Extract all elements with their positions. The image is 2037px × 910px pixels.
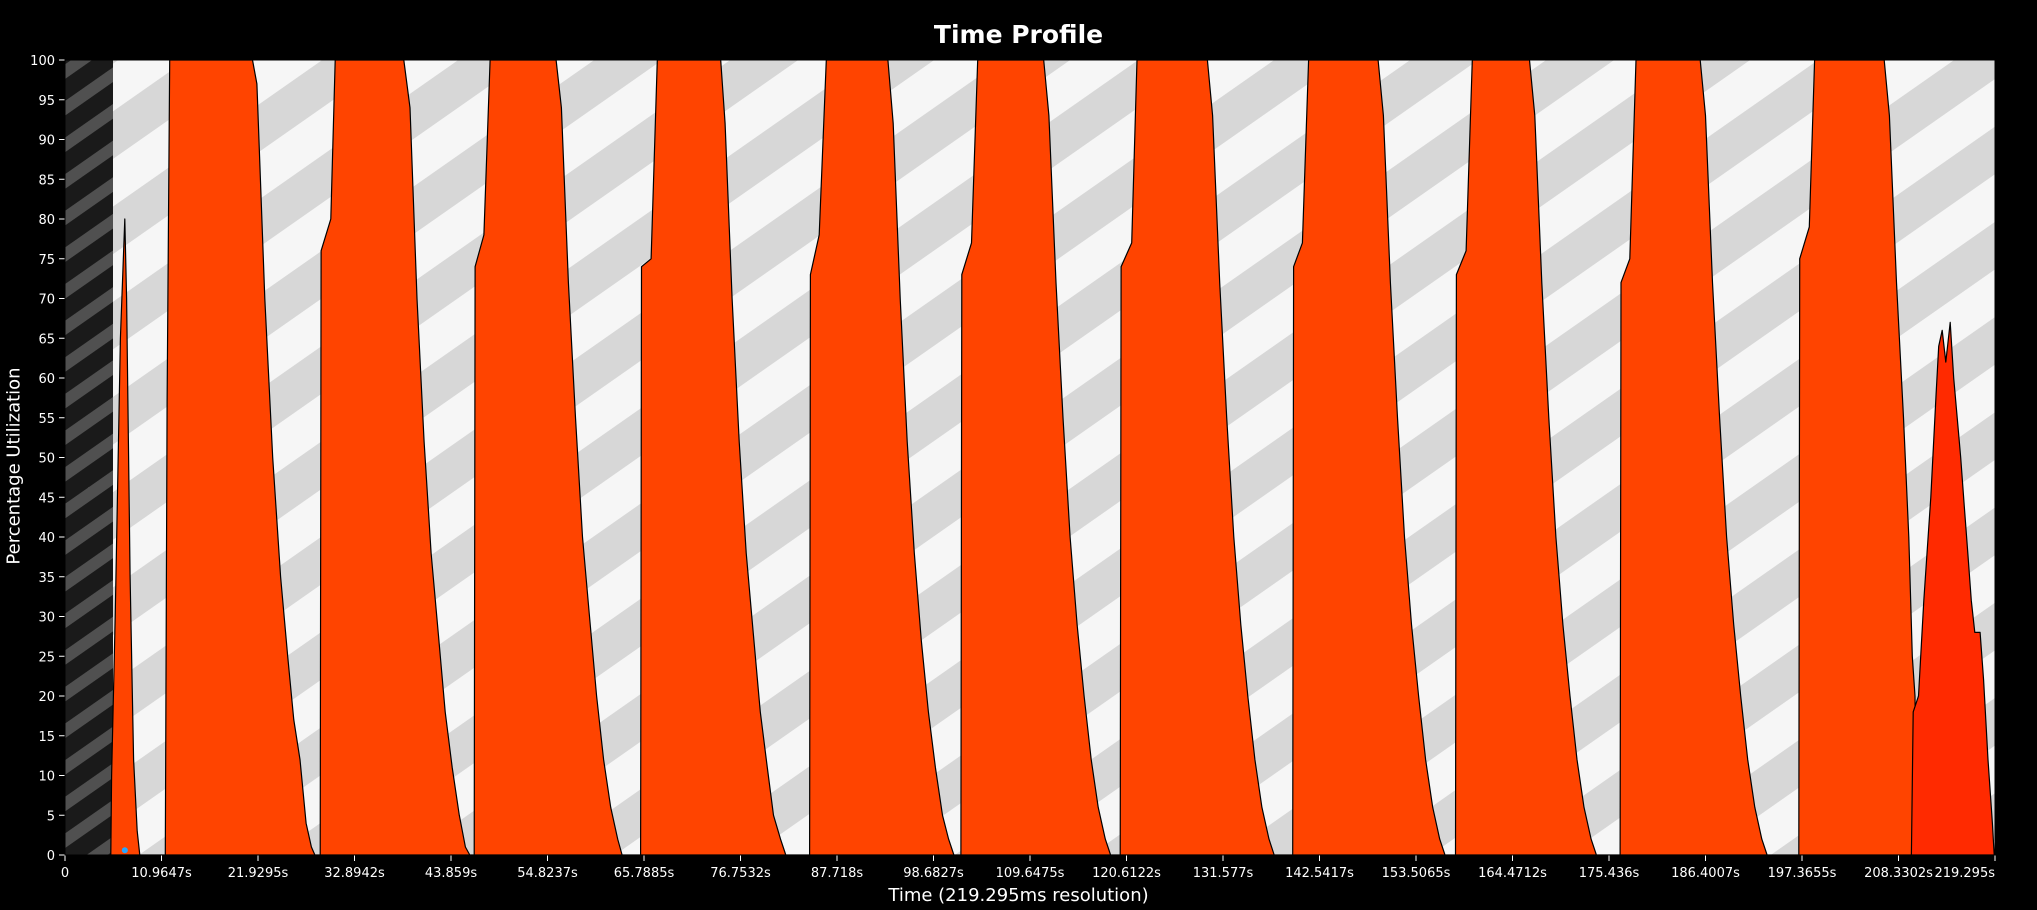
x-tick-label: 98.6827s [903, 866, 964, 881]
x-tick-label: 54.8237s [517, 866, 578, 881]
x-tick-label: 10.9647s [131, 866, 192, 881]
y-tick-label: 20 [38, 690, 55, 705]
x-tick-label: 175.436s [1579, 866, 1640, 881]
x-tick-label: 21.9295s [228, 866, 289, 881]
x-tick-label: 142.5417s [1285, 866, 1354, 881]
utilization-area-series-2 [1910, 321, 1995, 856]
y-tick-label: 60 [38, 372, 55, 387]
event-marker [121, 847, 128, 854]
y-tick-label: 40 [38, 531, 55, 546]
x-tick-label: 32.8942s [324, 866, 385, 881]
y-tick-label: 100 [30, 54, 55, 69]
utilization-area-series-1 [110, 59, 1918, 856]
y-tick-label: 50 [38, 452, 55, 467]
x-tick-label: 120.6122s [1092, 866, 1161, 881]
y-tick-label: 70 [38, 293, 55, 308]
x-tick-label: 87.718s [811, 866, 863, 881]
chart-title: Time Profile [933, 20, 1104, 49]
y-tick-label: 55 [38, 412, 55, 427]
y-tick-label: 0 [47, 849, 55, 864]
x-tick-label: 153.5065s [1382, 866, 1451, 881]
y-tick-label: 95 [38, 94, 55, 109]
x-tick-label: 76.7532s [710, 866, 771, 881]
x-tick-label: 219.295s [1934, 866, 1995, 881]
y-tick-label: 65 [38, 332, 55, 347]
y-tick-label: 80 [38, 213, 55, 228]
y-tick-label: 35 [38, 571, 55, 586]
y-tick-label: 85 [38, 173, 55, 188]
x-tick-label: 164.4712s [1478, 866, 1547, 881]
x-axis-label: Time (219.295ms resolution) [888, 885, 1149, 906]
y-tick-label: 10 [38, 770, 55, 785]
y-tick-label: 5 [47, 809, 55, 824]
plot-frame [64, 59, 1996, 856]
x-tick-label: 131.577s [1193, 866, 1254, 881]
x-tick-label: 186.4007s [1671, 866, 1740, 881]
x-tick-label: 43.859s [425, 866, 477, 881]
x-tick-label: 0 [61, 866, 69, 881]
y-tick-label: 30 [38, 611, 55, 626]
y-tick-label: 75 [38, 253, 55, 268]
warmup-band [65, 60, 113, 855]
y-tick-label: 90 [38, 134, 55, 149]
y-tick-label: 25 [38, 650, 55, 665]
x-tick-label: 65.7885s [614, 866, 675, 881]
x-tick-label: 197.3655s [1768, 866, 1837, 881]
y-tick-label: 15 [38, 730, 55, 745]
y-tick-label: 45 [38, 491, 55, 506]
x-tick-label: 208.3302s [1864, 866, 1933, 881]
x-tick-label: 109.6475s [996, 866, 1065, 881]
